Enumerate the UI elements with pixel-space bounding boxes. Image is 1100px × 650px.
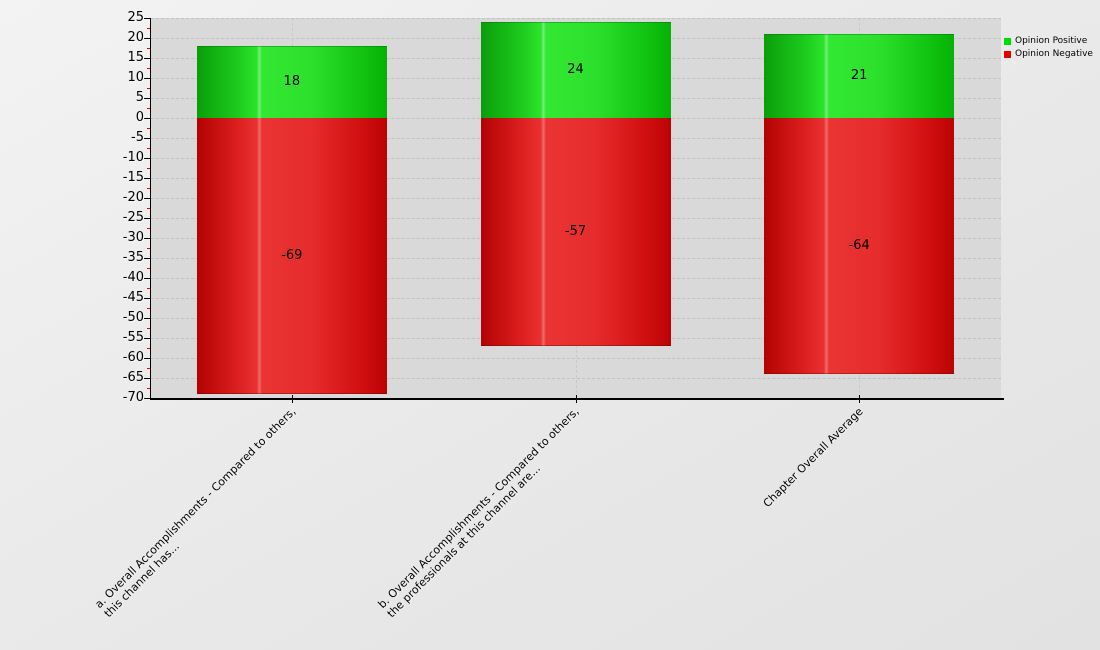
y-tick-label: -15 [122,170,144,185]
y-tick-label: -65 [122,370,144,385]
bar-segment-negative[interactable] [196,118,387,394]
legend-label-negative: Opinion Negative [1015,49,1093,59]
y-tick-label: 20 [127,30,144,45]
y-tick-label: 0 [135,110,144,125]
y-tick [144,178,150,179]
bar-value-label: -64 [848,238,870,253]
y-tick [144,38,150,39]
y-tick-label: 5 [135,90,144,105]
y-tick [144,378,150,379]
y-minor-tick [147,28,150,29]
y-tick-label: -10 [122,150,144,165]
legend: Opinion Positive Opinion Negative [1004,36,1093,60]
y-tick-label: 15 [127,50,144,65]
y-tick [144,278,150,279]
y-minor-tick [147,208,150,209]
y-minor-tick [147,388,150,389]
y-minor-tick [147,228,150,229]
bar-segment-positive[interactable] [480,22,671,118]
positive-swatch-icon [1004,38,1011,45]
y-minor-tick [147,328,150,329]
y-tick [144,138,150,139]
y-tick [144,58,150,59]
y-tick [144,158,150,159]
y-tick [144,358,150,359]
y-tick [144,98,150,99]
y-tick-label: 10 [127,70,144,85]
y-minor-tick [147,288,150,289]
bar-value-label: -57 [564,224,587,239]
y-tick [144,218,150,219]
y-minor-tick [147,168,150,169]
y-tick-label: -5 [131,130,144,145]
y-tick-label: -55 [122,330,144,345]
bar-segment-negative[interactable] [480,118,671,346]
y-tick-label: -50 [122,310,144,325]
bar-segment-positive[interactable] [196,46,387,118]
y-minor-tick [147,368,150,369]
y-tick [144,298,150,299]
y-tick [144,238,150,239]
y-tick [144,78,150,79]
y-tick-label: -60 [122,350,144,365]
legend-item-opinion-positive[interactable]: Opinion Positive [1004,36,1093,47]
x-category-label: Chapter Overall Average [760,405,866,510]
y-minor-tick [147,188,150,189]
y-minor-tick [147,308,150,309]
y-tick-label: -20 [122,190,144,205]
y-tick-label: -70 [122,390,144,405]
y-tick [144,198,150,199]
y-tick-label: -40 [122,270,144,285]
bar-value-label: 18 [283,74,301,89]
bar-segment-negative[interactable] [764,118,955,374]
y-minor-tick [147,148,150,149]
legend-label-positive: Opinion Positive [1015,36,1088,46]
y-axis-line [150,18,151,400]
y-tick-label: 25 [127,10,144,25]
x-category-label: b. Overall Accomplishments - Compared to… [375,405,582,621]
bar-segment-positive[interactable] [764,34,955,118]
y-tick-label: -30 [122,230,144,245]
negative-swatch-icon [1004,51,1011,58]
legend-item-opinion-negative[interactable]: Opinion Negative [1004,49,1093,60]
y-tick [144,118,150,119]
y-tick [144,398,150,399]
y-minor-tick [147,268,150,269]
y-tick [144,258,150,259]
y-minor-tick [147,348,150,349]
bar-value-label: -69 [281,248,303,263]
bar-value-label: 21 [850,68,868,83]
x-category-label: a. Overall Accomplishments - Compared to… [92,405,299,621]
bar-value-label: 24 [567,62,584,77]
y-tick [144,18,150,19]
y-minor-tick [147,248,150,249]
y-minor-tick [147,88,150,89]
y-tick-label: -35 [122,250,144,265]
y-tick-label: -25 [122,210,144,225]
y-minor-tick [147,68,150,69]
y-minor-tick [147,48,150,49]
x-axis-line [150,398,1004,400]
y-tick [144,338,150,339]
y-minor-tick [147,108,150,109]
y-tick-label: -45 [122,290,144,305]
y-tick [144,318,150,319]
y-minor-tick [147,128,150,129]
